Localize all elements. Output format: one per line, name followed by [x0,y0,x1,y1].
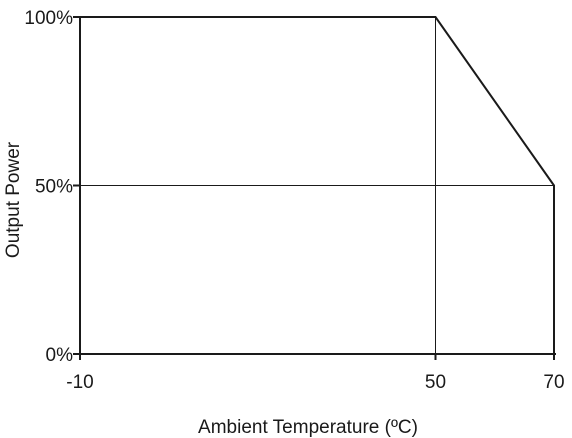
x-tick-label: 70 [543,372,564,393]
axes [73,16,556,360]
series [80,16,555,354]
x-axis-title: Ambient Temperature (ºC) [198,417,418,438]
y-tick-label: 100% [24,8,73,29]
y-axis-title: Output Power [3,141,24,258]
y-tick-label: 50% [35,177,73,198]
y-tick-label: 0% [46,345,74,366]
series-line [80,16,555,354]
tick-labels: 0% 50% 100% -10 50 70 [24,8,564,393]
x-tick-label: 50 [425,372,446,393]
x-tick-label: -10 [66,372,93,393]
gridlines [80,17,554,354]
